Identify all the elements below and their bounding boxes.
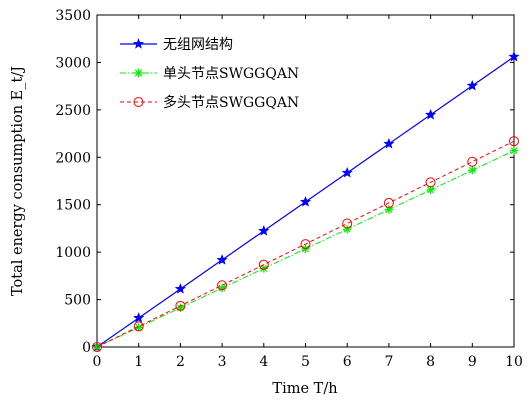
x-tick-label: 8	[426, 354, 435, 370]
legend-entry-3: 多头节点SWGGQAN	[120, 94, 299, 111]
circle-marker	[383, 197, 394, 208]
circle-marker	[342, 218, 353, 229]
circle-marker	[467, 156, 478, 167]
asterisk-marker	[468, 166, 477, 175]
star-marker	[299, 196, 312, 207]
legend-circle-marker	[133, 97, 144, 107]
x-tick-label: 10	[505, 354, 523, 370]
legend-entry-2: 单头节点SWGGQAN	[120, 66, 299, 82]
series-line	[96, 140, 515, 348]
circle-marker	[92, 342, 102, 352]
circle-marker	[425, 177, 436, 188]
x-tick-label: 3	[218, 354, 227, 370]
asterisk-marker	[217, 283, 227, 293]
asterisk-marker	[509, 146, 519, 155]
x-tick-label: 9	[468, 354, 477, 370]
star-marker	[425, 108, 437, 120]
series-layer	[91, 50, 520, 352]
circle-marker	[300, 239, 311, 250]
y-tick-label: 2500	[55, 103, 91, 119]
circle-marker	[217, 280, 228, 291]
star-marker	[466, 79, 478, 91]
y-tick-label: 1000	[55, 245, 91, 261]
star-marker	[341, 167, 353, 178]
star-marker	[383, 138, 395, 149]
y-tick-label: 500	[64, 293, 91, 309]
y-axis-label: Total energy consumption E_t/J	[10, 66, 26, 296]
axis-ticks: 0 1 2 3 4 5 6 7 8 9 10 0 500 1000 1500 2000 2500 3000 3500	[55, 8, 523, 370]
x-tick-label: 7	[384, 354, 393, 370]
x-tick-label: 5	[301, 354, 310, 370]
star-marker	[216, 254, 228, 265]
legend-entry-1: 无组网结构	[120, 37, 233, 53]
legend-box	[111, 30, 339, 120]
circle-marker	[175, 300, 186, 311]
x-tick-label: 1	[134, 354, 143, 370]
x-axis-label: Time T/h	[272, 381, 337, 397]
star-marker	[258, 225, 270, 236]
x-tick-label: 0	[93, 354, 102, 370]
star-marker	[508, 50, 520, 62]
star-marker	[133, 312, 145, 323]
legend-star-marker	[132, 38, 145, 49]
x-tick-label: 6	[343, 354, 352, 370]
x-tick-label: 2	[176, 354, 185, 370]
asterisk-marker	[384, 205, 394, 214]
circle-marker	[258, 259, 269, 270]
series-3	[92, 136, 519, 352]
x-tick-label: 4	[259, 354, 268, 370]
circle-marker	[509, 136, 519, 147]
legend: 无组网结构 单头节点SWGGQAN 多头节点SWGGQAN	[111, 30, 339, 120]
legend-label-3: 多头节点SWGGQAN	[163, 94, 299, 111]
legend-label-2: 单头节点SWGGQAN	[163, 66, 299, 82]
y-tick-label: 3500	[55, 8, 91, 24]
y-tick-label: 0	[82, 340, 91, 356]
y-tick-label: 3000	[55, 55, 91, 71]
y-tick-label: 1500	[55, 198, 91, 214]
y-tick-label: 2000	[55, 150, 91, 166]
legend-asterisk-marker	[134, 68, 143, 78]
circle-marker	[133, 321, 144, 332]
star-marker	[174, 283, 186, 294]
legend-label-1: 无组网结构	[163, 37, 233, 53]
